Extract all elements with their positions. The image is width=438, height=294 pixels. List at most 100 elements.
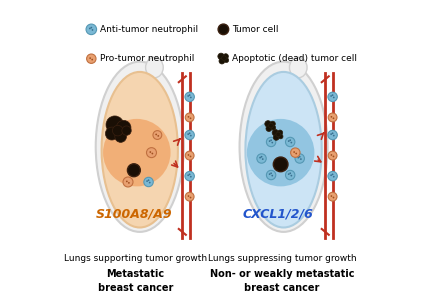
Circle shape (123, 177, 133, 187)
Circle shape (187, 195, 189, 197)
Circle shape (290, 172, 291, 174)
Circle shape (148, 179, 149, 181)
Circle shape (189, 173, 191, 175)
Circle shape (126, 181, 128, 182)
Circle shape (153, 131, 162, 139)
Circle shape (262, 158, 264, 160)
Circle shape (328, 92, 337, 101)
Circle shape (266, 126, 272, 131)
Circle shape (185, 130, 194, 140)
Circle shape (106, 127, 118, 140)
Circle shape (185, 192, 194, 201)
Circle shape (331, 116, 332, 118)
Circle shape (152, 153, 153, 154)
Circle shape (277, 130, 283, 135)
Circle shape (149, 182, 151, 183)
Circle shape (92, 29, 93, 31)
Circle shape (187, 133, 189, 135)
Circle shape (333, 176, 335, 178)
Circle shape (330, 133, 332, 135)
Circle shape (127, 164, 140, 177)
Circle shape (330, 95, 332, 97)
Circle shape (290, 139, 291, 141)
Circle shape (265, 121, 271, 127)
Circle shape (295, 153, 297, 154)
Circle shape (332, 173, 333, 175)
Circle shape (113, 125, 123, 136)
Circle shape (266, 137, 276, 147)
Circle shape (332, 197, 334, 198)
Ellipse shape (145, 57, 163, 78)
Circle shape (270, 139, 272, 141)
Circle shape (259, 157, 261, 158)
Circle shape (266, 170, 276, 180)
Circle shape (288, 173, 290, 175)
Circle shape (328, 192, 337, 201)
Text: Non- or weakly metastatic: Non- or weakly metastatic (210, 269, 354, 280)
Circle shape (190, 156, 191, 157)
Circle shape (333, 135, 335, 136)
Circle shape (333, 96, 335, 98)
Circle shape (268, 123, 273, 128)
Circle shape (272, 175, 273, 176)
Circle shape (187, 95, 189, 97)
Circle shape (290, 175, 292, 176)
Circle shape (86, 24, 97, 35)
Circle shape (189, 94, 191, 96)
Circle shape (290, 142, 292, 143)
Circle shape (286, 137, 295, 147)
Circle shape (106, 116, 124, 133)
Circle shape (328, 171, 337, 181)
Circle shape (286, 170, 295, 180)
Circle shape (288, 140, 290, 142)
Circle shape (291, 148, 300, 157)
Circle shape (189, 132, 191, 134)
Circle shape (247, 119, 314, 186)
Ellipse shape (102, 72, 178, 228)
Circle shape (190, 135, 192, 136)
Text: Pro-tumor neutrophil: Pro-tumor neutrophil (99, 54, 194, 63)
Circle shape (330, 174, 332, 176)
Circle shape (270, 121, 276, 126)
Circle shape (190, 197, 191, 198)
Circle shape (155, 133, 157, 135)
Circle shape (300, 158, 302, 160)
Text: Apoptotic (dead) tumor cell: Apoptotic (dead) tumor cell (232, 54, 357, 63)
Circle shape (157, 135, 159, 137)
Circle shape (91, 59, 93, 61)
Circle shape (187, 174, 189, 176)
Circle shape (331, 195, 332, 197)
Circle shape (190, 176, 192, 178)
Circle shape (190, 117, 191, 119)
Text: breast cancer: breast cancer (98, 283, 173, 293)
Circle shape (218, 53, 224, 60)
Circle shape (115, 131, 127, 142)
Circle shape (273, 134, 279, 140)
Circle shape (185, 171, 194, 181)
Text: Lungs suppressing tumor growth: Lungs suppressing tumor growth (208, 254, 357, 263)
Text: S100A8/A9: S100A8/A9 (95, 207, 172, 220)
Circle shape (276, 132, 281, 137)
Circle shape (278, 134, 283, 139)
Circle shape (149, 151, 151, 153)
Text: Lungs supporting tumor growth: Lungs supporting tumor growth (64, 254, 207, 263)
Circle shape (144, 177, 153, 187)
Circle shape (332, 94, 333, 96)
Circle shape (328, 151, 337, 160)
Text: CXCL1/2/6: CXCL1/2/6 (242, 207, 313, 220)
Circle shape (299, 156, 300, 158)
Ellipse shape (290, 57, 307, 78)
Circle shape (90, 27, 92, 29)
Circle shape (269, 173, 271, 175)
Circle shape (187, 154, 189, 156)
Circle shape (185, 92, 194, 101)
Circle shape (128, 182, 130, 184)
Circle shape (190, 96, 192, 98)
Circle shape (295, 154, 304, 163)
Circle shape (185, 151, 194, 160)
Circle shape (272, 129, 279, 136)
Circle shape (332, 117, 334, 119)
Circle shape (103, 119, 170, 186)
Circle shape (218, 24, 229, 35)
Circle shape (269, 140, 271, 142)
